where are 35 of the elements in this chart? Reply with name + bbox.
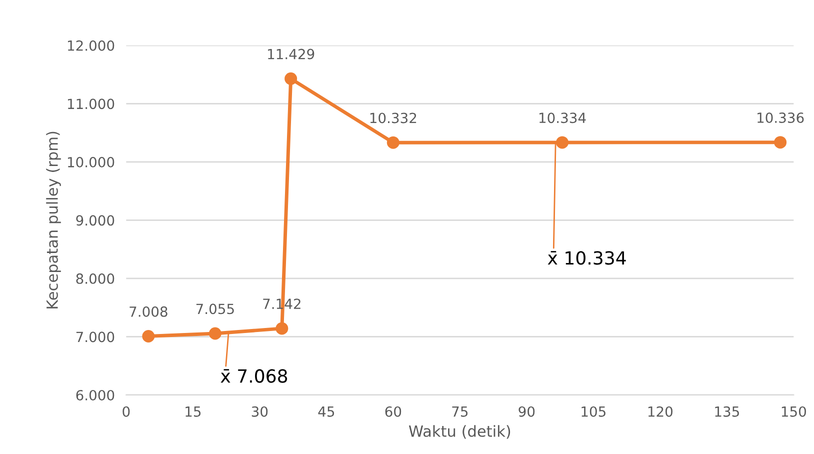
x-tick-label: 150 xyxy=(782,406,806,417)
y-tick-label: 6.000 xyxy=(76,390,114,400)
data-label: 7.055 xyxy=(196,304,234,314)
y-tick-label: 8.000 xyxy=(76,273,114,284)
data-label: 7.008 xyxy=(130,306,168,317)
point xyxy=(208,327,222,340)
point xyxy=(386,136,400,149)
data-label: 11.429 xyxy=(268,48,314,60)
x-axis-title: Waktu (detik) xyxy=(408,425,510,439)
data-label: 10.334 xyxy=(539,112,586,124)
y-tick-label: 7.000 xyxy=(76,332,114,342)
y-tick-label: 9.000 xyxy=(76,215,114,226)
point xyxy=(142,330,155,342)
x-tick-label: 120 xyxy=(648,406,672,417)
annotation: x̄ 10.334 xyxy=(548,251,626,265)
x-tick-label: 75 xyxy=(452,406,468,417)
point xyxy=(276,322,288,335)
data-label: 10.336 xyxy=(758,112,804,123)
x-tick-label: 60 xyxy=(385,406,402,417)
y-axis-title: Kecepatan pulley (rpm) xyxy=(46,132,61,308)
point xyxy=(284,72,298,85)
data-label: 10.332 xyxy=(370,112,416,124)
y-tick-label: 10.000 xyxy=(68,156,114,168)
annotation: x̄ 7.068 xyxy=(220,369,288,383)
x-tick-label: 15 xyxy=(186,406,201,417)
point xyxy=(774,136,787,149)
x-tick-label: 45 xyxy=(318,406,334,417)
y-tick-label: 12.000 xyxy=(68,40,114,51)
x-tick-label: 30 xyxy=(252,406,268,417)
x-tick-label: 105 xyxy=(582,406,606,417)
x-tick-label: 0 xyxy=(122,406,130,417)
point xyxy=(556,136,569,149)
x-tick-label: 135 xyxy=(715,406,739,417)
x-tick-label: 90 xyxy=(518,406,535,417)
y-tick-label: 11.000 xyxy=(68,98,114,110)
